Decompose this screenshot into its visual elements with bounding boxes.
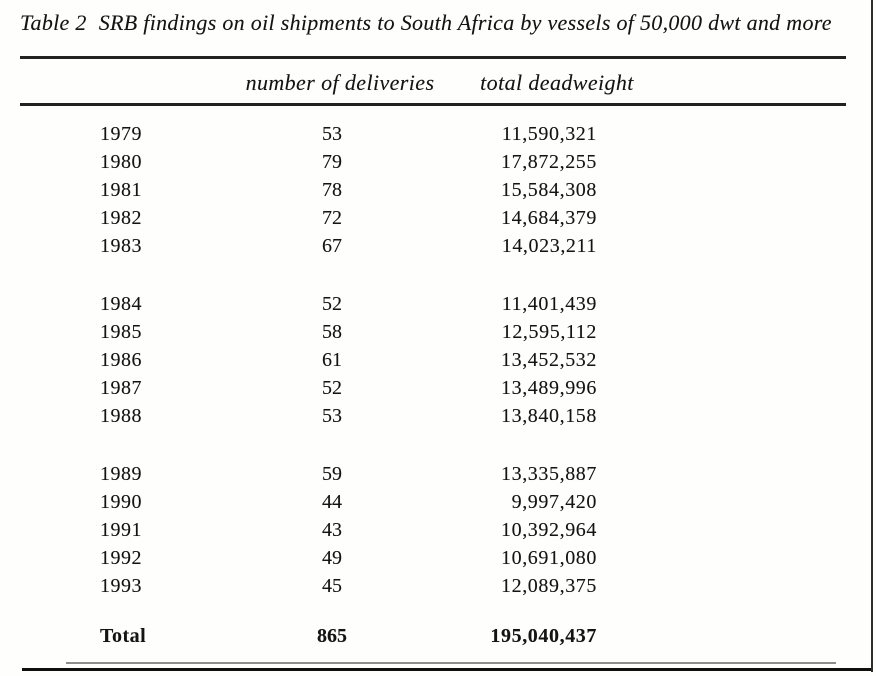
year-cell: 1992	[100, 546, 142, 569]
deadweight-cell: 14,023,211	[501, 234, 597, 257]
table-header-row: number of deliveries total deadweight	[20, 66, 846, 100]
table-row: 1980 79 17,872,255	[20, 148, 846, 176]
table-row: 1982 72 14,684,379	[20, 204, 846, 232]
deadweight-cell: 10,392,964	[501, 518, 597, 541]
table-row: 1979 53 11,590,321	[20, 120, 846, 148]
deadweight-cell: 13,840,158	[501, 404, 597, 427]
table-rows-container: 1979 53 11,590,321 1980 79 17,872,255 1981 78 15…	[20, 120, 846, 600]
page-frame-right-border	[871, 0, 873, 672]
column-header-deliveries: number of deliveries	[245, 70, 435, 95]
table-row: 1990 44 9,997,420	[20, 488, 846, 516]
table-row: 1989 59 13,335,887	[20, 460, 846, 488]
year-cell: 1993	[100, 574, 142, 597]
total-row-separator	[20, 600, 846, 622]
deadweight-cell: 10,691,080	[501, 546, 597, 569]
deliveries-cell: 52	[322, 376, 342, 399]
deliveries-cell: 49	[322, 546, 342, 569]
total-label: Total	[100, 624, 147, 647]
deliveries-cell: 61	[322, 348, 342, 371]
year-cell: 1981	[100, 178, 142, 201]
table-row: 1987 52 13,489,996	[20, 374, 846, 402]
table-row: 1986 61 13,452,532	[20, 346, 846, 374]
table-row: 1988 53 13,840,158	[20, 402, 846, 430]
deliveries-cell: 53	[322, 404, 342, 427]
year-cell: 1984	[100, 292, 142, 315]
deadweight-cell: 9,997,420	[511, 490, 597, 513]
deliveries-cell: 45	[322, 574, 342, 597]
deliveries-cell: 78	[322, 178, 342, 201]
group-separator	[20, 260, 846, 290]
table-row: 1985 58 12,595,112	[20, 318, 846, 346]
year-cell: 1991	[100, 518, 142, 541]
table-row: 1991 43 10,392,964	[20, 516, 846, 544]
year-cell: 1985	[100, 320, 142, 343]
deliveries-cell: 58	[322, 320, 342, 343]
year-cell: 1987	[100, 376, 142, 399]
deliveries-cell: 72	[322, 206, 342, 229]
table-row: 1981 78 15,584,308	[20, 176, 846, 204]
deadweight-cell: 11,590,321	[501, 122, 597, 145]
deadweight-cell: 13,489,996	[501, 376, 597, 399]
year-cell: 1989	[100, 462, 142, 485]
year-cell: 1979	[100, 122, 142, 145]
deliveries-cell: 59	[322, 462, 342, 485]
table-number-label: Table 2	[20, 10, 87, 35]
table-caption: SRB findings on oil shipments to South A…	[98, 10, 832, 35]
deliveries-cell: 52	[322, 292, 342, 315]
deliveries-cell: 43	[322, 518, 342, 541]
year-cell: 1980	[100, 150, 142, 173]
deadweight-cell: 14,684,379	[501, 206, 597, 229]
deadweight-cell: 12,595,112	[501, 320, 597, 343]
deliveries-cell: 53	[322, 122, 342, 145]
deadweight-cell: 15,584,308	[501, 178, 597, 201]
year-cell: 1990	[100, 490, 142, 513]
bottom-rule-thin	[66, 662, 836, 664]
table-total-row: Total 865 195,040,437	[20, 622, 846, 650]
deliveries-cell: 44	[322, 490, 342, 513]
deadweight-cell: 12,089,375	[501, 574, 597, 597]
deliveries-cell: 67	[322, 234, 342, 257]
table-body: 1979 53 11,590,321 1980 79 17,872,255 1981 78 15…	[20, 120, 846, 650]
deadweight-cell: 11,401,439	[501, 292, 597, 315]
deadweight-cell: 13,452,532	[501, 348, 597, 371]
table-row: 1983 67 14,023,211	[20, 232, 846, 260]
deliveries-cell: 79	[322, 150, 342, 173]
deadweight-cell: 17,872,255	[501, 150, 597, 173]
group-separator	[20, 430, 846, 460]
rule-above-header	[20, 56, 846, 59]
bottom-rule-thick	[22, 668, 873, 671]
rule-below-header	[20, 103, 846, 106]
column-header-deadweight: total deadweight	[480, 70, 634, 95]
table-row: 1984 52 11,401,439	[20, 290, 846, 318]
table-title: Table 2 SRB findings on oil shipments to …	[20, 10, 832, 36]
table-row: 1993 45 12,089,375	[20, 572, 846, 600]
table-row: 1992 49 10,691,080	[20, 544, 846, 572]
total-deadweight-value: 195,040,437	[490, 624, 597, 647]
year-cell: 1983	[100, 234, 142, 257]
year-cell: 1982	[100, 206, 142, 229]
year-cell: 1988	[100, 404, 142, 427]
deadweight-cell: 13,335,887	[501, 462, 597, 485]
year-cell: 1986	[100, 348, 142, 371]
total-deliveries-value: 865	[317, 624, 347, 647]
